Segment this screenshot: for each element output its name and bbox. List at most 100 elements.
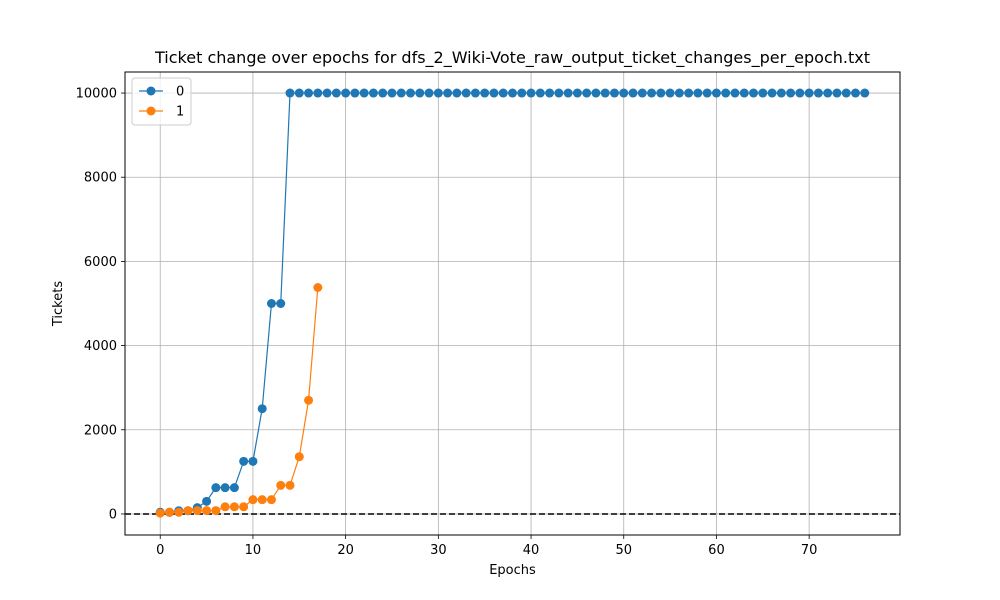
data-point: [313, 283, 323, 293]
data-point: [628, 88, 638, 98]
data-point: [470, 88, 480, 98]
data-point: [591, 88, 601, 98]
data-point: [304, 88, 314, 98]
data-point: [461, 88, 471, 98]
data-point: [266, 495, 276, 505]
data-point: [600, 88, 610, 98]
data-point: [582, 88, 592, 98]
data-point: [164, 507, 174, 517]
data-point: [294, 88, 304, 98]
data-point: [239, 456, 249, 466]
data-point: [220, 483, 230, 493]
data-point: [424, 88, 434, 98]
data-point: [832, 88, 842, 98]
data-point: [202, 506, 212, 516]
series-1: [155, 283, 323, 518]
x-tick-label: 40: [523, 543, 540, 558]
data-point: [508, 88, 517, 98]
y-tick-label: 8000: [84, 171, 117, 186]
data-point: [498, 88, 508, 98]
x-tick-label: 10: [245, 543, 262, 558]
y-tick-label: 0: [109, 507, 117, 522]
data-point: [480, 88, 490, 98]
data-point: [749, 88, 759, 98]
data-point: [637, 88, 647, 98]
data-point: [554, 88, 564, 98]
data-point: [239, 502, 249, 512]
data-point: [285, 88, 295, 98]
data-point: [276, 480, 286, 490]
data-point: [535, 88, 545, 98]
data-point: [851, 88, 861, 98]
data-point: [313, 88, 323, 98]
data-point: [229, 483, 239, 493]
legend-label: 1: [176, 105, 184, 120]
chart-title: Ticket change over epochs for dfs_2_Wiki…: [154, 48, 870, 68]
data-point: [341, 88, 351, 98]
data-point: [721, 88, 731, 98]
data-point: [841, 88, 851, 98]
data-point: [786, 88, 796, 98]
data-point: [619, 88, 629, 98]
data-point: [572, 88, 582, 98]
data-point: [656, 88, 666, 98]
legend-label: 0: [176, 85, 184, 100]
data-point: [693, 88, 703, 98]
data-point: [396, 88, 406, 98]
data-point: [813, 88, 823, 98]
x-tick-label: 0: [156, 543, 164, 558]
data-point: [331, 88, 341, 98]
data-point: [220, 502, 230, 512]
data-point: [452, 88, 462, 98]
legend-marker: [146, 86, 156, 96]
data-point: [378, 88, 388, 98]
data-point: [211, 506, 221, 516]
plot-frame: [124, 71, 901, 536]
series-layer: [155, 88, 870, 518]
data-point: [415, 88, 425, 98]
data-point: [368, 88, 378, 98]
legend: 01: [131, 77, 192, 126]
x-tick-label: 60: [708, 543, 725, 558]
data-point: [860, 88, 870, 98]
data-point: [387, 88, 397, 98]
data-point: [211, 483, 221, 493]
data-point: [563, 88, 573, 98]
data-point: [155, 508, 165, 518]
data-point: [674, 88, 684, 98]
data-point: [248, 495, 258, 505]
data-point: [517, 88, 527, 98]
data-point: [350, 88, 360, 98]
data-point: [183, 506, 193, 516]
data-point: [257, 404, 267, 414]
data-point: [767, 88, 777, 98]
data-point: [257, 495, 267, 505]
y-tick-label: 10000: [76, 87, 117, 102]
data-point: [443, 88, 453, 98]
data-point: [804, 88, 814, 98]
y-tick-label: 4000: [84, 339, 117, 354]
data-point: [545, 88, 555, 98]
x-tick-label: 70: [801, 543, 818, 558]
data-point: [359, 88, 369, 98]
y-tick-label: 6000: [84, 255, 117, 270]
data-point: [174, 507, 184, 517]
data-point: [304, 395, 314, 405]
data-point: [795, 88, 805, 98]
data-point: [730, 88, 740, 98]
y-tick-label: 2000: [84, 423, 117, 438]
data-point: [285, 480, 295, 490]
data-point: [758, 88, 768, 98]
data-point: [406, 88, 416, 98]
data-point: [711, 88, 721, 98]
data-point: [202, 496, 212, 506]
data-point: [433, 88, 443, 98]
data-point: [229, 502, 239, 512]
data-point: [647, 88, 657, 98]
data-point: [248, 456, 258, 466]
data-point: [702, 88, 712, 98]
legend-marker: [146, 106, 156, 116]
data-point: [776, 88, 786, 98]
data-point: [739, 88, 749, 98]
data-point: [684, 88, 694, 98]
